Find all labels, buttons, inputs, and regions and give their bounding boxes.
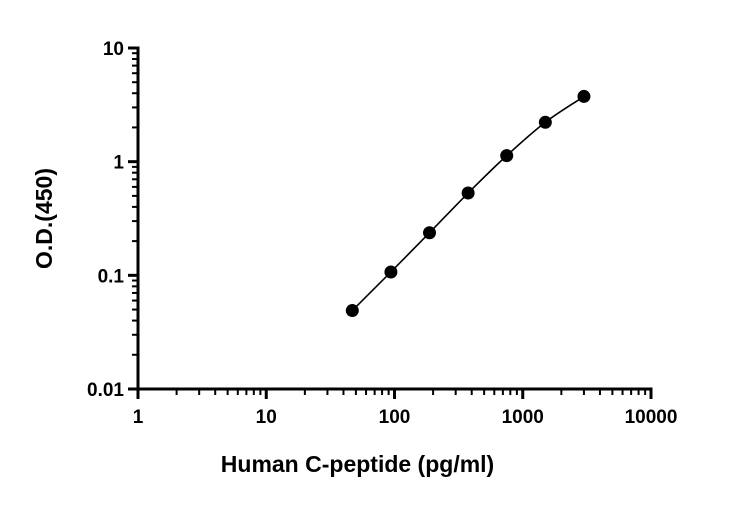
data-point (461, 186, 475, 200)
y-axis-ticks (128, 46, 138, 391)
x-tick-label: 10000 (625, 407, 678, 428)
data-point (384, 265, 398, 279)
y-tick-label: 1 (113, 153, 124, 174)
y-axis-tick-labels: 0.01 0.1 1 10 (87, 39, 124, 401)
y-tick-label: 0.01 (87, 380, 124, 401)
data-points (345, 89, 591, 318)
data-point (538, 115, 552, 129)
x-axis-tick-labels: 1 10 100 1000 10000 (133, 407, 678, 428)
x-axis-title: Human C-peptide (pg/ml) (221, 451, 494, 477)
y-tick-label: 10 (103, 39, 124, 60)
data-point (423, 226, 437, 240)
x-tick-label: 1 (133, 407, 144, 428)
x-tick-label: 10 (256, 407, 277, 428)
data-point (500, 149, 514, 163)
x-tick-label: 100 (379, 407, 411, 428)
y-axis-title: O.D.(450) (31, 168, 57, 269)
data-point (577, 89, 591, 103)
x-axis-ticks (136, 389, 653, 399)
y-tick-label: 0.1 (98, 266, 125, 287)
data-point (345, 304, 359, 318)
axes (136, 46, 653, 391)
x-tick-label: 1000 (502, 407, 544, 428)
fit-curve (351, 95, 585, 312)
